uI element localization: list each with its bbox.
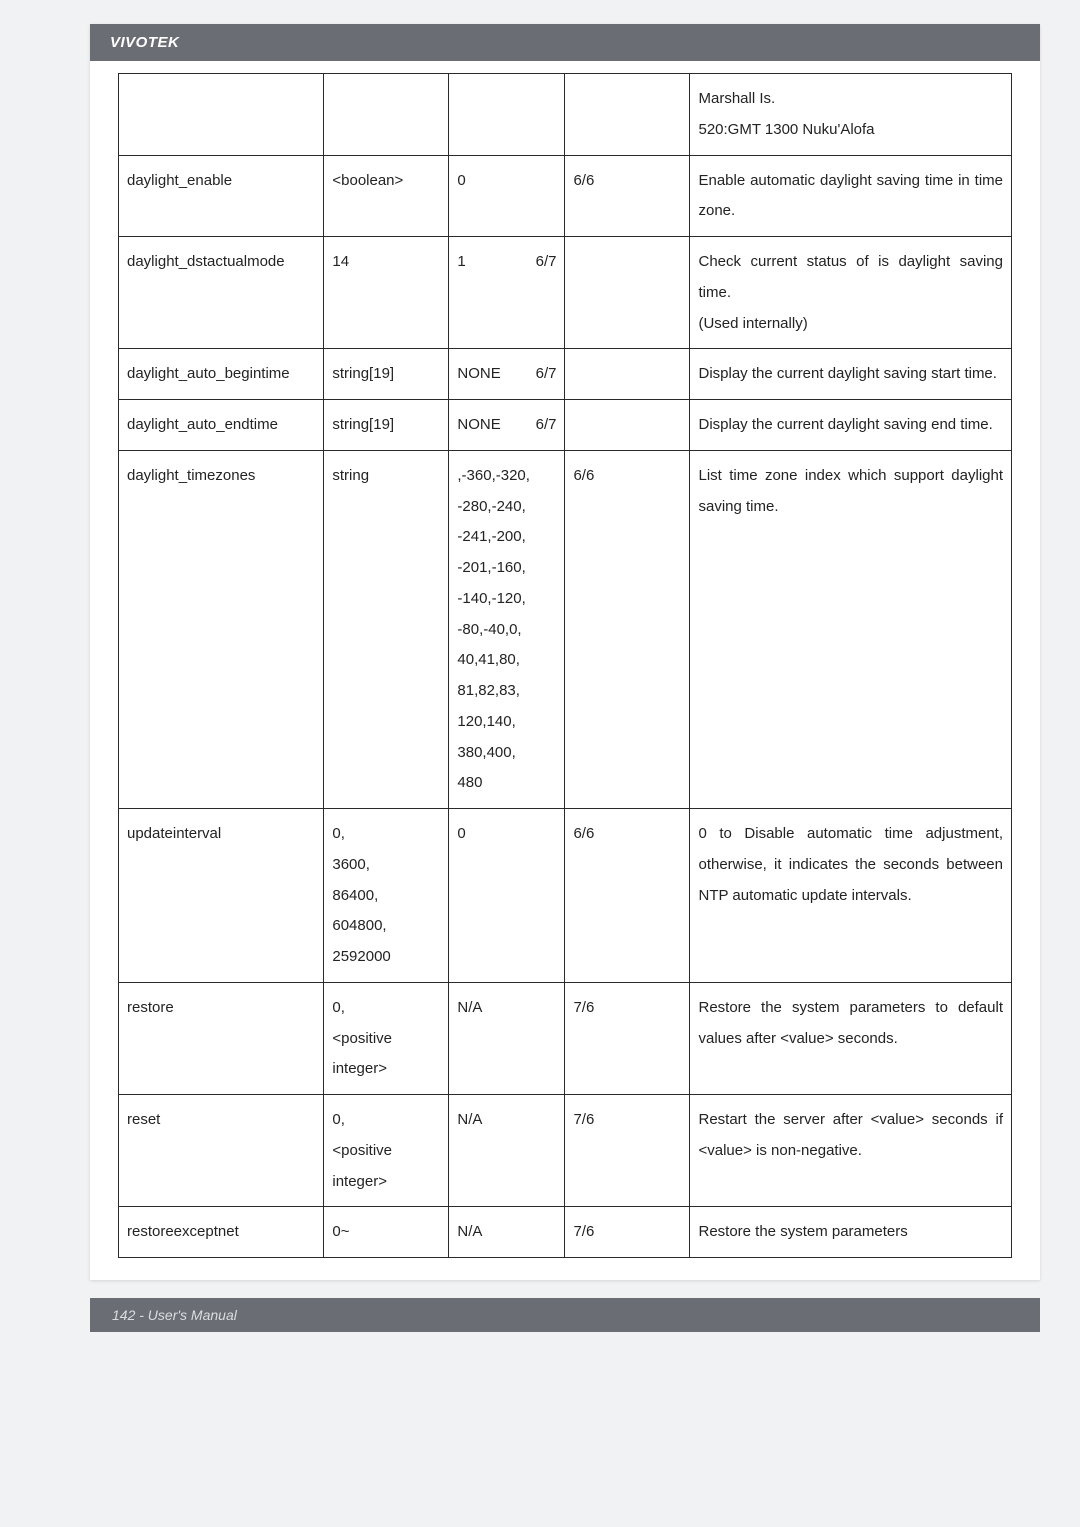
- cell-param: daylight_dstactualmode: [119, 237, 324, 349]
- cell-type: string[19]: [324, 349, 449, 400]
- cell-type: 0,3600,86400,604800,2592000: [324, 809, 449, 983]
- cell-type: 0,<positiveinteger>: [324, 1095, 449, 1207]
- cell-default: [449, 74, 565, 156]
- cell-desc: 0 to Disable automatic time adjustment, …: [690, 809, 1012, 983]
- cell-default: 16/7: [449, 237, 565, 349]
- table-row: updateinterval0,3600,86400,604800,259200…: [119, 809, 1012, 983]
- table-row: daylight_dstactualmode1416/7 Check curren…: [119, 237, 1012, 349]
- cell-sec: 6/6: [565, 809, 690, 983]
- cell-param: daylight_auto_begintime: [119, 349, 324, 400]
- cell-sec: 7/6: [565, 982, 690, 1094]
- cell-default: NONE6/7: [449, 349, 565, 400]
- cell-sec: 6/6: [565, 155, 690, 237]
- cell-desc: Restore the system parameters to default…: [690, 982, 1012, 1094]
- cell-type: 14: [324, 237, 449, 349]
- table-row: daylight_enable<boolean>06/6Enable autom…: [119, 155, 1012, 237]
- cell-type: [324, 74, 449, 156]
- cell-type: 0~: [324, 1207, 449, 1258]
- brand-header: VIVOTEK: [90, 24, 1040, 61]
- table-container: Marshall Is.520:GMT 1300 Nuku'Alofadayli…: [90, 73, 1040, 1280]
- table-row: Marshall Is.520:GMT 1300 Nuku'Alofa: [119, 74, 1012, 156]
- cell-desc: Check current status of is daylight savi…: [690, 237, 1012, 349]
- cell-sec: [565, 237, 690, 349]
- page-footer: 142 - User's Manual: [90, 1298, 1040, 1332]
- cell-param: restoreexceptnet: [119, 1207, 324, 1258]
- cell-param: updateinterval: [119, 809, 324, 983]
- cell-default: N/A: [449, 1095, 565, 1207]
- cell-sec: 7/6: [565, 1207, 690, 1258]
- cell-desc: Marshall Is.520:GMT 1300 Nuku'Alofa: [690, 74, 1012, 156]
- table-row: daylight_auto_endtimestring[19]NONE6/7 Di…: [119, 400, 1012, 451]
- cell-type: 0,<positiveinteger>: [324, 982, 449, 1094]
- table-row: restoreexceptnet0~N/A7/6Restore the syst…: [119, 1207, 1012, 1258]
- table-row: reset0,<positiveinteger>N/A7/6Restart th…: [119, 1095, 1012, 1207]
- table-row: restore0,<positiveinteger>N/A7/6Restore …: [119, 982, 1012, 1094]
- cell-param: [119, 74, 324, 156]
- cell-sec: [565, 400, 690, 451]
- params-table: Marshall Is.520:GMT 1300 Nuku'Alofadayli…: [118, 73, 1012, 1258]
- cell-sec: [565, 349, 690, 400]
- cell-default: N/A: [449, 982, 565, 1094]
- table-row: daylight_auto_begintimestring[19]NONE6/7…: [119, 349, 1012, 400]
- cell-default: 0: [449, 155, 565, 237]
- cell-desc: Display the current daylight saving star…: [690, 349, 1012, 400]
- cell-type: <boolean>: [324, 155, 449, 237]
- cell-param: reset: [119, 1095, 324, 1207]
- cell-sec: 7/6: [565, 1095, 690, 1207]
- cell-desc: Restore the system parameters: [690, 1207, 1012, 1258]
- cell-default: ,-360,-320,-280,-240,-241,-200,-201,-160…: [449, 450, 565, 808]
- cell-param: daylight_enable: [119, 155, 324, 237]
- cell-type: string: [324, 450, 449, 808]
- cell-sec: 6/6: [565, 450, 690, 808]
- cell-default: N/A: [449, 1207, 565, 1258]
- table-row: daylight_timezonesstring,-360,-320,-280,…: [119, 450, 1012, 808]
- cell-default: 0: [449, 809, 565, 983]
- cell-sec: [565, 74, 690, 156]
- cell-param: restore: [119, 982, 324, 1094]
- cell-desc: List time zone index which support dayli…: [690, 450, 1012, 808]
- cell-default: NONE6/7: [449, 400, 565, 451]
- cell-type: string[19]: [324, 400, 449, 451]
- cell-desc: Restart the server after <value> seconds…: [690, 1095, 1012, 1207]
- cell-desc: Display the current daylight saving end …: [690, 400, 1012, 451]
- cell-desc: Enable automatic daylight saving time in…: [690, 155, 1012, 237]
- cell-param: daylight_timezones: [119, 450, 324, 808]
- cell-param: daylight_auto_endtime: [119, 400, 324, 451]
